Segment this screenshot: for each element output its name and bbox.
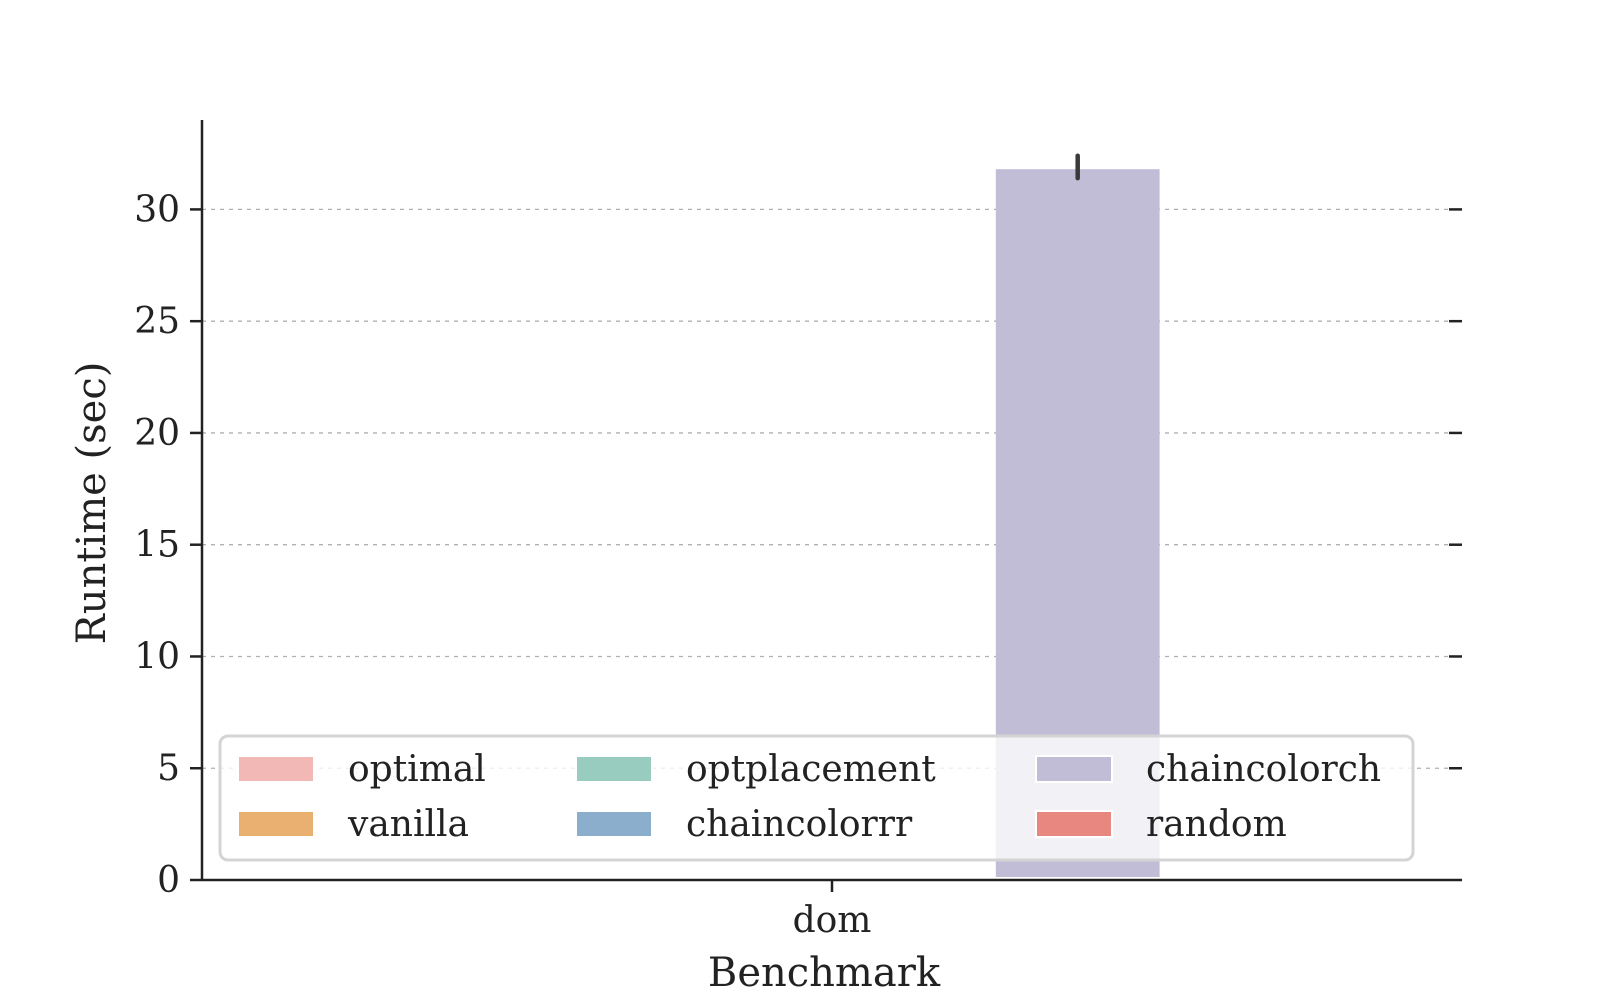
x-ticks: dom: [793, 880, 872, 941]
legend-swatch-vanilla: [237, 810, 315, 838]
y-tick-label: 10: [134, 636, 180, 677]
legend-swatch-optimal: [237, 755, 315, 783]
legend: optimal vanilla optplacement chaincolorrr ch…: [218, 734, 1415, 862]
legend-label-chaincolorrr: chaincolorrr: [686, 804, 913, 845]
legend-swatch-optplacement: [575, 755, 653, 783]
x-tick-label: dom: [793, 900, 872, 941]
gridlines: [202, 208, 1462, 769]
y-tick-label: 20: [134, 413, 180, 454]
legend-swatch-chaincolorrr: [575, 810, 653, 838]
y-tick-label: 25: [134, 301, 180, 342]
legend-label-vanilla: vanilla: [347, 804, 469, 845]
y-ticks: 0 5 10 15 20 25 30: [134, 189, 1462, 901]
y-axis-title: Runtime (sec): [69, 362, 115, 645]
y-tick-label: 30: [134, 189, 180, 230]
y-tick-label: 0: [157, 860, 180, 901]
legend-frame: [218, 734, 1415, 862]
legend-label-optplacement: optplacement: [686, 749, 936, 790]
legend-label-chaincolorch: chaincolorch: [1146, 749, 1381, 790]
legend-swatch-chaincolorch: [1035, 755, 1113, 783]
legend-label-random: random: [1146, 804, 1287, 845]
y-tick-label: 15: [134, 525, 180, 566]
y-tick-label: 5: [157, 748, 180, 789]
legend-label-optimal: optimal: [348, 749, 486, 790]
legend-swatch-random: [1035, 810, 1113, 838]
x-axis-title: Benchmark: [708, 950, 941, 996]
